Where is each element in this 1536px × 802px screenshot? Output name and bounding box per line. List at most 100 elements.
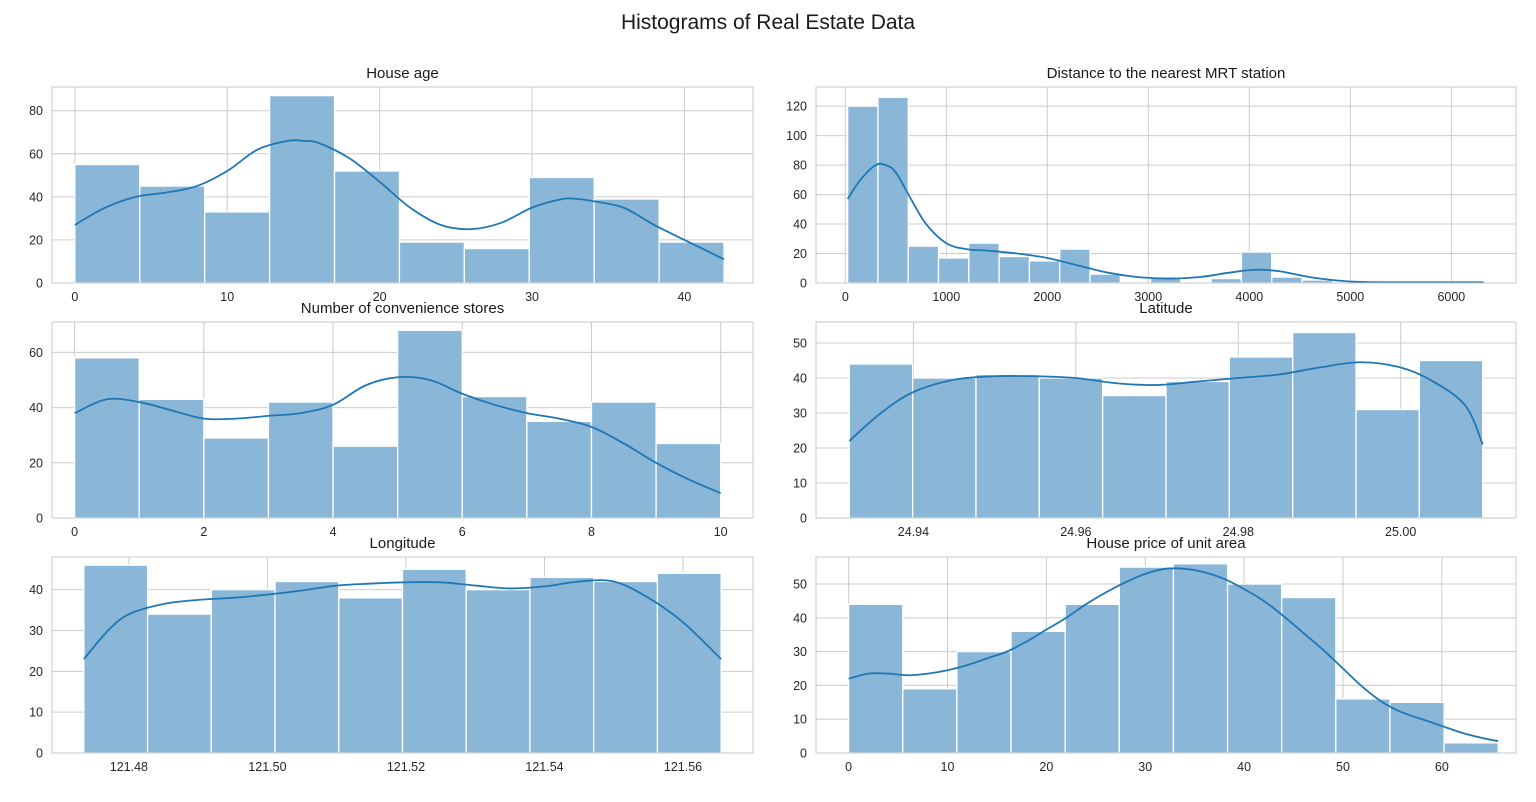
y-tick-label: 0 — [36, 747, 43, 761]
histogram-bar — [1010, 630, 1066, 754]
x-tick-label: 40 — [1237, 760, 1251, 774]
axes-frame — [51, 321, 754, 519]
histogram-bar — [204, 211, 271, 284]
histogram-bar — [1292, 331, 1357, 519]
histogram-bar — [847, 603, 904, 754]
x-tick-label: 121.48 — [110, 760, 148, 774]
axes-frame — [815, 556, 1517, 754]
x-tick-label: 121.52 — [387, 760, 425, 774]
histogram-panel: 0 2 4 6 8 10 0 20 40 60 Number of convenience stor… — [29, 300, 754, 539]
histogram-bar — [528, 176, 595, 284]
panel-title: House age — [366, 65, 439, 82]
histogram-bar — [73, 357, 140, 519]
histogram-bar — [1228, 356, 1294, 519]
y-tick-label: 20 — [793, 442, 807, 456]
x-tick-label: 6000 — [1437, 290, 1465, 304]
histogram-bar — [847, 105, 879, 284]
y-tick-label: 120 — [786, 100, 807, 114]
histogram-bar — [1281, 596, 1337, 754]
x-tick-label: 0 — [845, 760, 852, 774]
x-tick-label: 121.54 — [525, 760, 563, 774]
y-tick-label: 30 — [793, 645, 807, 659]
histogram-bar — [1210, 277, 1243, 284]
histogram-bar — [975, 373, 1040, 519]
kde-line — [74, 375, 722, 494]
histogram-bar — [146, 613, 212, 754]
kde-line — [83, 579, 722, 660]
histogram-bar — [139, 185, 206, 284]
histogram-bar — [274, 580, 340, 754]
y-tick-label: 60 — [793, 188, 807, 202]
histogram-bar — [1335, 698, 1391, 754]
y-tick-label: 0 — [800, 512, 807, 526]
axes-frame — [51, 556, 754, 754]
x-tick-label: 10 — [220, 290, 234, 304]
axes-frame — [51, 86, 754, 284]
histogram-bar — [593, 198, 660, 284]
x-tick-label: 24.98 — [1223, 525, 1254, 539]
x-tick-label: 20 — [373, 290, 387, 304]
histogram-bar — [1418, 359, 1484, 519]
y-tick-label: 40 — [29, 583, 43, 597]
y-tick-label: 40 — [29, 401, 43, 415]
histogram-bar — [911, 377, 977, 519]
histogram-bar — [210, 589, 276, 754]
x-tick-label: 0 — [71, 290, 78, 304]
y-tick-label: 100 — [786, 129, 807, 143]
y-tick-label: 0 — [800, 277, 807, 291]
histogram-bar — [74, 163, 141, 284]
y-tick-label: 80 — [29, 104, 43, 118]
x-tick-label: 121.50 — [248, 760, 286, 774]
histogram-bar — [877, 96, 909, 284]
y-tick-label: 50 — [793, 337, 807, 351]
x-tick-label: 0 — [842, 290, 849, 304]
histogram-bar — [902, 688, 958, 754]
histogram-bar — [907, 245, 940, 284]
y-tick-label: 20 — [29, 665, 43, 679]
histogram-bar — [1226, 583, 1283, 754]
axes-frame — [815, 86, 1517, 284]
x-tick-label: 50 — [1336, 760, 1350, 774]
y-tick-label: 20 — [793, 247, 807, 261]
histogram-bar — [1172, 563, 1229, 754]
y-tick-label: 0 — [36, 277, 43, 291]
kde-line — [74, 139, 725, 261]
y-tick-label: 20 — [793, 679, 807, 693]
histogram-bar — [1028, 260, 1061, 284]
histogram-bar — [998, 255, 1031, 284]
histogram-bar — [461, 395, 528, 519]
y-tick-label: 10 — [29, 706, 43, 720]
x-tick-label: 20 — [1039, 760, 1053, 774]
x-tick-label: 10 — [714, 525, 728, 539]
y-tick-label: 30 — [793, 407, 807, 421]
histogram-bar — [463, 247, 530, 284]
y-tick-label: 40 — [29, 190, 43, 204]
histogram-bar — [138, 398, 205, 519]
histogram-bar — [1443, 742, 1499, 754]
x-tick-label: 40 — [677, 290, 691, 304]
histogram-bar — [937, 257, 970, 284]
histogram-bar — [1165, 380, 1230, 519]
histogram-bar — [333, 170, 401, 284]
histogram-bar — [656, 572, 722, 754]
histogram-bar — [1102, 394, 1167, 519]
y-tick-label: 60 — [29, 346, 43, 360]
y-tick-label: 40 — [793, 611, 807, 625]
histogram-bar — [1038, 377, 1104, 519]
histogram-bar — [268, 94, 336, 284]
y-tick-label: 50 — [793, 578, 807, 592]
x-tick-label: 30 — [525, 290, 539, 304]
y-tick-label: 10 — [793, 713, 807, 727]
histogram-bar — [1271, 276, 1303, 284]
y-tick-label: 40 — [793, 372, 807, 386]
histogram-bar — [338, 597, 404, 754]
y-tick-label: 0 — [800, 747, 807, 761]
histogram-bar — [203, 437, 270, 519]
y-tick-label: 60 — [29, 147, 43, 161]
x-tick-label: 24.96 — [1060, 525, 1091, 539]
kde-line — [848, 567, 1499, 743]
y-tick-label: 40 — [793, 218, 807, 232]
x-tick-label: 3000 — [1134, 290, 1162, 304]
histogram-bar — [1118, 566, 1175, 754]
axes-frame — [815, 321, 1517, 519]
